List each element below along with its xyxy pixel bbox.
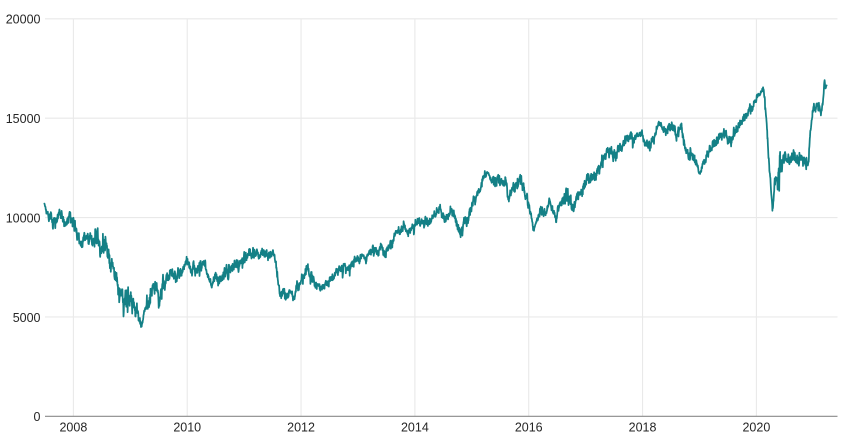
svg-text:2020: 2020 xyxy=(742,421,770,435)
svg-text:2008: 2008 xyxy=(59,421,87,435)
svg-text:20000: 20000 xyxy=(6,13,41,27)
svg-text:5000: 5000 xyxy=(13,311,41,325)
svg-text:2016: 2016 xyxy=(515,421,543,435)
svg-text:2010: 2010 xyxy=(173,421,201,435)
svg-text:15000: 15000 xyxy=(6,112,41,126)
svg-text:2014: 2014 xyxy=(401,421,429,435)
svg-text:2012: 2012 xyxy=(287,421,315,435)
svg-text:10000: 10000 xyxy=(6,211,41,225)
svg-text:2018: 2018 xyxy=(629,421,657,435)
svg-text:0: 0 xyxy=(34,410,41,424)
